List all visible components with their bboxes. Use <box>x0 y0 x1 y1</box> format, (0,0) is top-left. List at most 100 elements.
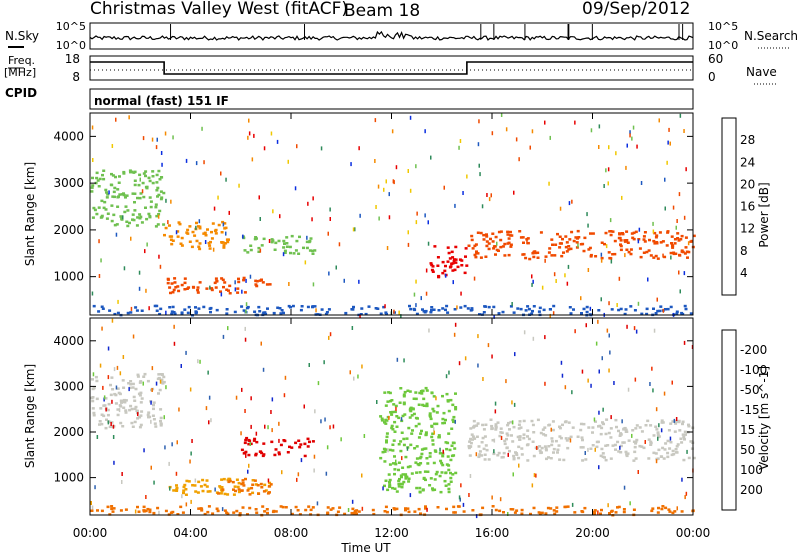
echo-cell <box>428 415 432 418</box>
echo-speckle <box>264 424 266 429</box>
echo-cell <box>402 480 406 484</box>
echo-cell <box>582 249 586 253</box>
echo-cell <box>204 234 208 237</box>
echo-cell <box>92 411 96 415</box>
echo-cell <box>443 479 447 483</box>
echo-speckle <box>111 318 114 323</box>
echo-speckle <box>400 314 402 319</box>
echo-cell <box>137 510 141 513</box>
echo-cell <box>483 305 487 308</box>
echo-speckle <box>633 326 636 331</box>
echo-cell <box>581 446 585 449</box>
echo-cell <box>501 245 505 248</box>
echo-cell <box>512 454 516 458</box>
echo-speckle <box>294 186 297 191</box>
echo-cell <box>656 309 660 313</box>
echo-cell <box>559 436 563 440</box>
echo-speckle <box>511 400 513 405</box>
echo-cell <box>127 382 131 385</box>
echo-speckle <box>684 495 686 500</box>
echo-cell <box>305 246 309 250</box>
echo-cell <box>408 416 412 419</box>
echo-speckle <box>494 409 497 414</box>
echo-cell <box>509 305 513 308</box>
echo-cell <box>290 234 294 238</box>
echo-speckle <box>132 334 135 339</box>
echo-cell <box>454 258 458 261</box>
echo-cell <box>564 505 568 509</box>
echo-cell <box>446 246 450 249</box>
echo-cell <box>453 308 457 311</box>
echo-cell <box>536 418 540 422</box>
echo-cell <box>674 451 678 454</box>
x-tick-label: 16:00 <box>475 526 510 540</box>
echo-cell <box>408 407 412 411</box>
echo-cell <box>498 509 502 513</box>
echo-cell <box>255 284 259 288</box>
echo-cell <box>106 413 110 417</box>
echo-cell <box>262 311 266 314</box>
echo-cell <box>619 243 622 246</box>
echo-cell <box>402 393 406 396</box>
echo-cell <box>680 250 684 253</box>
echo-cell <box>429 417 433 421</box>
echo-cell <box>285 242 289 245</box>
echo-speckle <box>251 157 254 162</box>
echo-speckle <box>444 273 447 278</box>
echo-speckle <box>98 274 101 278</box>
echo-cell <box>244 450 248 454</box>
echo-cell <box>91 399 95 403</box>
echo-cell <box>117 181 121 184</box>
echo-cell <box>618 434 622 437</box>
echo-cell <box>433 422 437 426</box>
echo-cell <box>585 310 589 314</box>
echo-speckle <box>326 445 329 450</box>
echo-speckle <box>662 308 665 313</box>
echo-speckle <box>248 463 250 468</box>
echo-cell <box>91 176 94 180</box>
echo-speckle <box>296 144 298 149</box>
echo-speckle <box>234 287 237 292</box>
echo-cell <box>95 171 99 175</box>
echo-cell <box>256 484 260 487</box>
echo-cell <box>515 509 519 512</box>
echo-cell <box>305 240 309 244</box>
echo-cell <box>109 383 112 387</box>
echo-cell <box>669 305 673 309</box>
echo-cell <box>632 508 636 511</box>
echo-cell <box>666 455 670 459</box>
echo-cell <box>417 507 421 511</box>
echo-speckle <box>487 343 490 348</box>
echo-cell <box>410 432 414 435</box>
echo-cell <box>522 436 526 440</box>
echo-cell <box>687 456 691 460</box>
echo-cell <box>223 509 227 512</box>
echo-cell <box>145 185 149 189</box>
echo-cell <box>518 230 522 233</box>
echo-speckle <box>683 340 686 345</box>
echo-cell <box>646 419 650 423</box>
echo-cell <box>133 407 137 411</box>
echo-cell <box>336 510 340 513</box>
echo-speckle <box>101 326 103 331</box>
echo-cell <box>237 488 241 491</box>
echo-speckle <box>161 162 163 167</box>
echo-cell <box>260 244 264 247</box>
echo-cell <box>412 397 416 400</box>
echo-cell <box>643 231 647 234</box>
echo-speckle <box>590 383 592 388</box>
echo-cell <box>642 238 646 241</box>
echo-cell <box>191 230 195 234</box>
echo-cell <box>227 238 230 241</box>
echo-speckle <box>278 438 280 443</box>
x-tick-label: 04:00 <box>173 526 208 540</box>
echo-cell <box>487 458 491 461</box>
echo-speckle <box>458 361 461 366</box>
echo-speckle <box>407 169 409 173</box>
echo-cell <box>531 440 535 443</box>
echo-cell <box>450 262 454 265</box>
echo-cell <box>170 310 174 313</box>
echo-cell <box>689 440 693 443</box>
echo-cell <box>313 249 317 252</box>
echo-speckle <box>459 497 461 502</box>
